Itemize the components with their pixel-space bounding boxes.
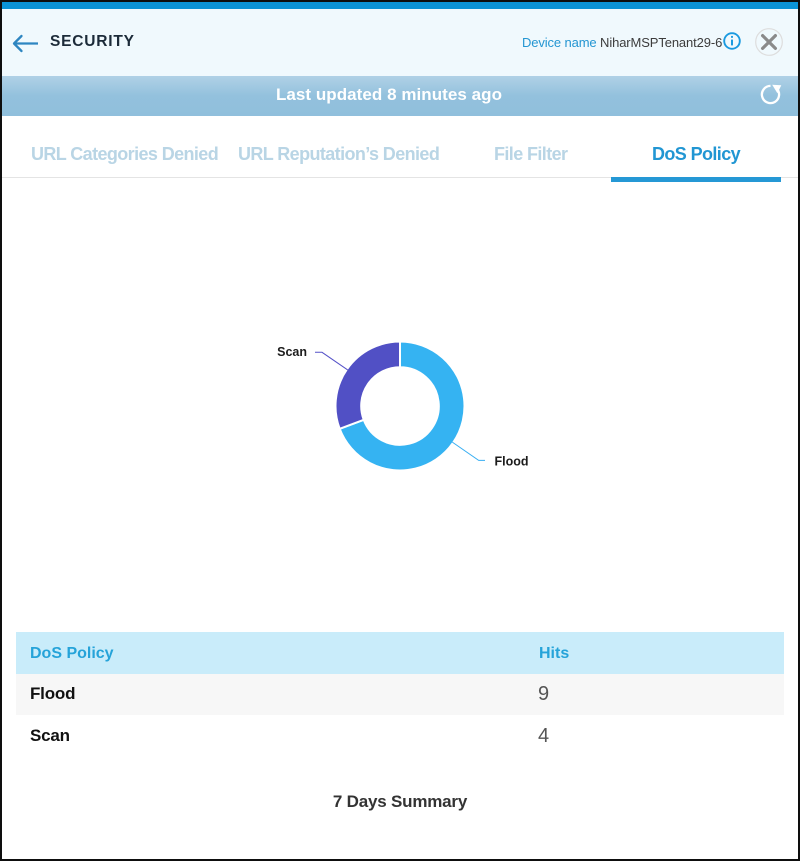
svg-text:Scan: Scan (277, 345, 307, 359)
svg-text:Flood: Flood (495, 454, 529, 468)
